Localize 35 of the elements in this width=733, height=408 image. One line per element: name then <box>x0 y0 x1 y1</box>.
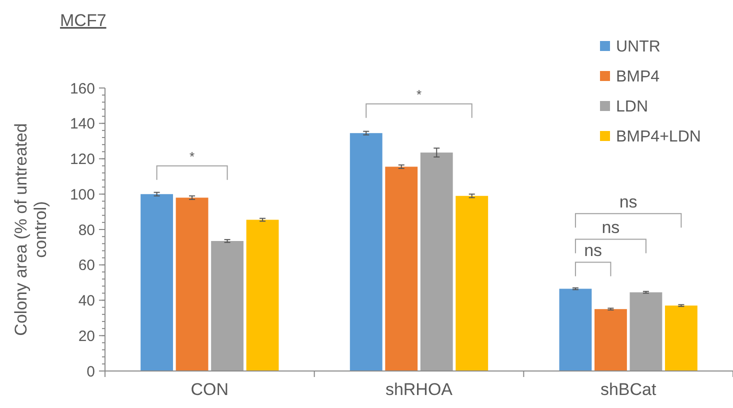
bar <box>456 196 488 371</box>
legend-label: BMP4 <box>616 68 660 86</box>
y-tick-label: 20 <box>78 328 95 345</box>
bar <box>420 152 453 371</box>
annotation: ns <box>584 241 602 260</box>
bar <box>140 194 174 371</box>
bar <box>211 240 244 371</box>
y-tick-label: 140 <box>70 116 95 133</box>
x-tick-label: CON <box>190 380 229 399</box>
legend-label: UNTR <box>616 38 660 56</box>
bar <box>664 306 698 371</box>
bar <box>385 166 418 371</box>
x-tick-label: shBCat <box>600 380 656 399</box>
bar <box>630 292 662 371</box>
annotation: * <box>416 86 422 102</box>
chart-title: MCF7 <box>60 11 106 30</box>
annotation: ns <box>602 218 620 238</box>
legend-label: LDN <box>616 98 648 116</box>
y-axis-title: Colony area (% of untreated control) <box>11 123 50 336</box>
bar <box>594 309 627 371</box>
bar <box>559 288 592 371</box>
bar <box>246 220 279 371</box>
y-tick-label: 60 <box>78 257 95 274</box>
annotation: * <box>190 148 195 164</box>
y-tick-label: 80 <box>78 222 95 239</box>
y-tick-label: 120 <box>70 151 95 168</box>
bar <box>350 133 382 371</box>
y-tick-label: 40 <box>78 292 95 310</box>
bar <box>176 198 208 371</box>
annotation: ns <box>619 192 638 212</box>
y-tick-label: 0 <box>86 363 95 380</box>
x-tick-label: shRHOA <box>385 380 454 399</box>
y-tick-label: 100 <box>70 186 95 204</box>
legend-label: BMP4+LDN <box>616 128 701 146</box>
y-tick-label: 160 <box>70 80 95 98</box>
